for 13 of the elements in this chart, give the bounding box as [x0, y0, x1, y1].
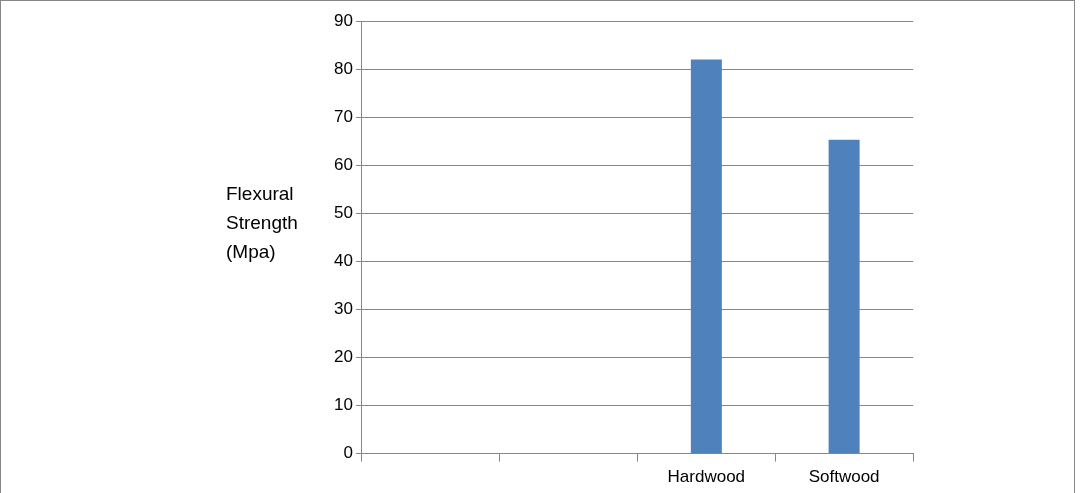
- y-axis-title: Flexural Strength (Mpa): [226, 183, 298, 262]
- y-tick-label: 60: [333, 154, 353, 174]
- y-tick-label: 10: [333, 395, 353, 415]
- x-tick-label: Hardwood: [667, 467, 746, 487]
- y-tick-label: 40: [333, 251, 353, 271]
- y-tick-label: 80: [333, 58, 353, 78]
- y-tick-label: 50: [333, 202, 353, 222]
- y-tick-label: 30: [333, 299, 353, 319]
- y-tick-label: 70: [333, 106, 353, 126]
- y-tick-label: 90: [333, 10, 353, 30]
- y-tick-label: 20: [333, 347, 353, 367]
- y-tick-label: 0: [343, 443, 353, 463]
- x-tick-label: Softwood: [808, 467, 880, 487]
